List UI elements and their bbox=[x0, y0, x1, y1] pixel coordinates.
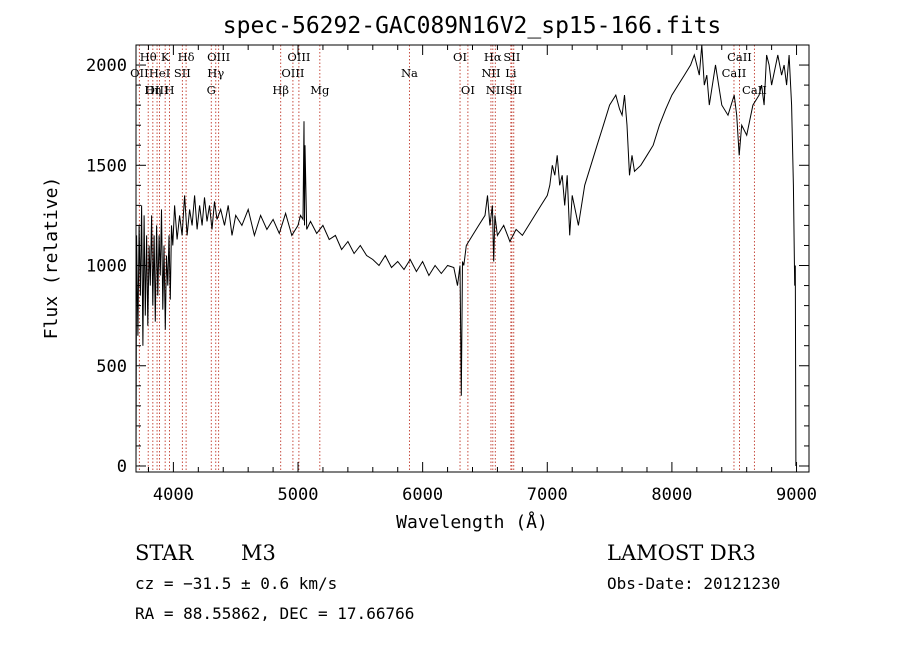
emission-line-label: NII bbox=[486, 83, 505, 97]
emission-line-markers bbox=[138, 45, 755, 472]
survey-name: LAMOST DR3 bbox=[607, 541, 756, 565]
x-tick-label: 8000 bbox=[651, 485, 692, 505]
emission-line-label: Na bbox=[401, 66, 418, 80]
x-tick-label: 7000 bbox=[527, 485, 568, 505]
emission-line-label: OII bbox=[130, 66, 149, 80]
y-tick-label: 0 bbox=[117, 457, 127, 477]
emission-line-label: SII bbox=[505, 83, 522, 97]
emission-line-label: OI bbox=[453, 50, 467, 64]
emission-line-label: OIII bbox=[281, 66, 304, 80]
y-tick-label: 1500 bbox=[86, 156, 127, 176]
emission-line-label: Hδ bbox=[178, 50, 195, 64]
emission-line-label: K bbox=[161, 50, 170, 64]
y-tick-label: 500 bbox=[96, 357, 127, 377]
x-tick-label: 4000 bbox=[153, 485, 194, 505]
coordinates: RA = 88.55862, DEC = 17.66766 bbox=[135, 604, 414, 623]
emission-line-labels: Hθ OII OIII K HeI Hη H SII Hδ OIII Hγ G Hβ OIII OIII Mg… bbox=[130, 50, 767, 97]
emission-line-label: CaII bbox=[722, 66, 747, 80]
object-subclass: M3 bbox=[241, 541, 276, 565]
emission-line-label: CaII bbox=[742, 83, 767, 97]
emission-line-label: NII bbox=[481, 66, 500, 80]
emission-line-label: Hθ bbox=[140, 50, 157, 64]
redshift-velocity: cz = −31.5 ± 0.6 km/s bbox=[135, 574, 337, 593]
x-tick-label: 5000 bbox=[278, 485, 319, 505]
x-tick-label: 6000 bbox=[402, 485, 443, 505]
emission-line-label: Hβ bbox=[272, 83, 289, 97]
emission-line-label: Hη bbox=[144, 83, 161, 97]
x-tick-label: 9000 bbox=[776, 485, 817, 505]
observation-date: Obs-Date: 20121230 bbox=[607, 574, 780, 593]
emission-line-label: OIII bbox=[287, 50, 310, 64]
emission-line-label: OIII bbox=[207, 50, 230, 64]
spectrum-line bbox=[135, 44, 797, 467]
emission-line-label: G bbox=[207, 83, 216, 97]
emission-line-label: CaII bbox=[727, 50, 752, 64]
y-tick-label: 1000 bbox=[86, 257, 127, 277]
emission-line-label: Hα bbox=[484, 50, 502, 64]
emission-line-label: SII bbox=[503, 50, 520, 64]
emission-line-label: OI bbox=[461, 83, 475, 97]
axis-tick-labels: 4000 5000 6000 7000 8000 9000 0 500 1000 1500 2000 bbox=[86, 56, 817, 505]
emission-line-label: Hγ bbox=[207, 66, 224, 80]
emission-line-label: Li bbox=[505, 66, 517, 80]
emission-line-label: H bbox=[165, 83, 175, 97]
emission-line-label: SII bbox=[174, 66, 191, 80]
x-axis-label: Wavelength (Å) bbox=[396, 511, 548, 533]
y-tick-label: 2000 bbox=[86, 56, 127, 76]
emission-line-label: OIII bbox=[146, 83, 169, 97]
y-axis-label: Flux (relative) bbox=[41, 177, 62, 340]
emission-line-label: HeI bbox=[149, 66, 170, 80]
chart-title: spec-56292-GAC089N16V2_sp15-166.fits bbox=[223, 13, 722, 39]
emission-line-label: Mg bbox=[310, 83, 330, 97]
plot-frame bbox=[135, 44, 810, 473]
axis-ticks bbox=[136, 45, 809, 472]
object-class: STAR bbox=[135, 541, 194, 565]
